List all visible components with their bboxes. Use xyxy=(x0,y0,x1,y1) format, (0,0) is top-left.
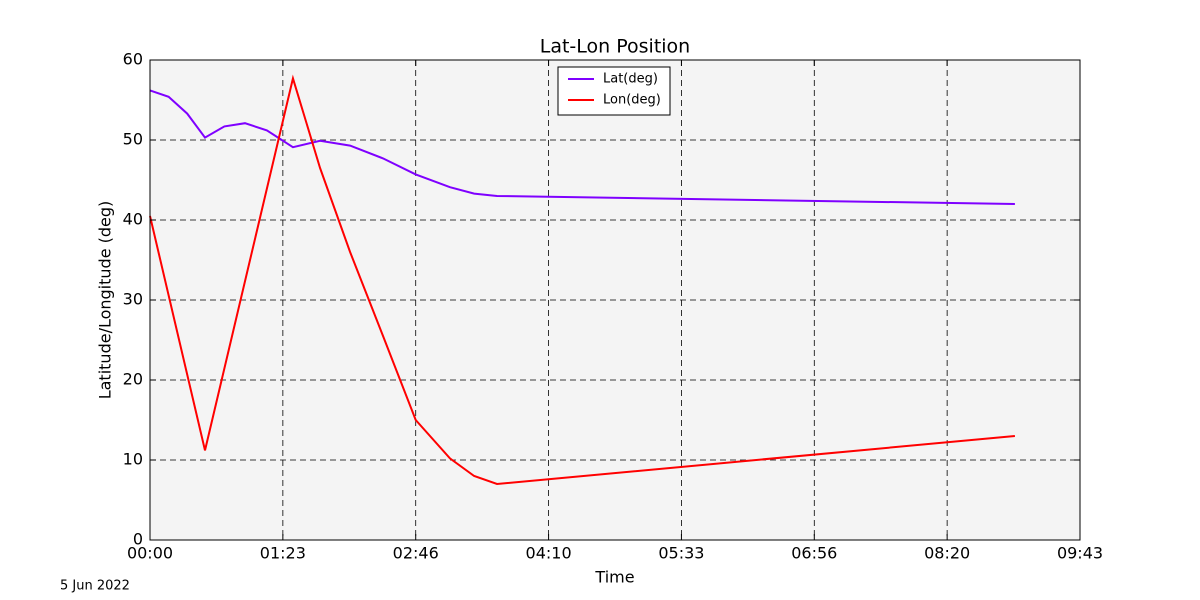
data-line xyxy=(149,74,1015,486)
x-tick-label: 09:43 xyxy=(1057,544,1103,563)
x-tick-label: 02:46 xyxy=(393,544,439,563)
x-axis-label: Time xyxy=(594,568,634,587)
y-tick-label: 40 xyxy=(123,210,143,229)
y-tick-label: 60 xyxy=(123,50,143,69)
y-tick-label: 20 xyxy=(123,370,143,389)
x-tick-label: 01:23 xyxy=(260,544,306,563)
footnote: 5 Jun 2022 xyxy=(60,579,130,594)
x-tick-label: 05:33 xyxy=(658,544,704,563)
x-tick-label: 04:10 xyxy=(526,544,572,563)
y-tick-label: 30 xyxy=(123,290,143,309)
legend-label: Lat(deg) xyxy=(603,72,658,87)
y-axis-label: Latitude/Longitude (deg) xyxy=(96,201,115,400)
x-tick-label: 08:20 xyxy=(924,544,970,563)
y-tick-label: 50 xyxy=(123,130,143,149)
x-tick-label: 06:56 xyxy=(791,544,837,563)
data-line xyxy=(149,89,1015,205)
x-tick-label: 00:00 xyxy=(127,544,173,563)
y-tick-label: 0 xyxy=(133,530,143,549)
lines xyxy=(149,74,1015,486)
legend-label: Lon(deg) xyxy=(603,93,661,108)
legend-box xyxy=(557,66,671,116)
y-tick-label: 10 xyxy=(123,450,143,469)
chart-title: Lat-Lon Position xyxy=(540,36,690,58)
